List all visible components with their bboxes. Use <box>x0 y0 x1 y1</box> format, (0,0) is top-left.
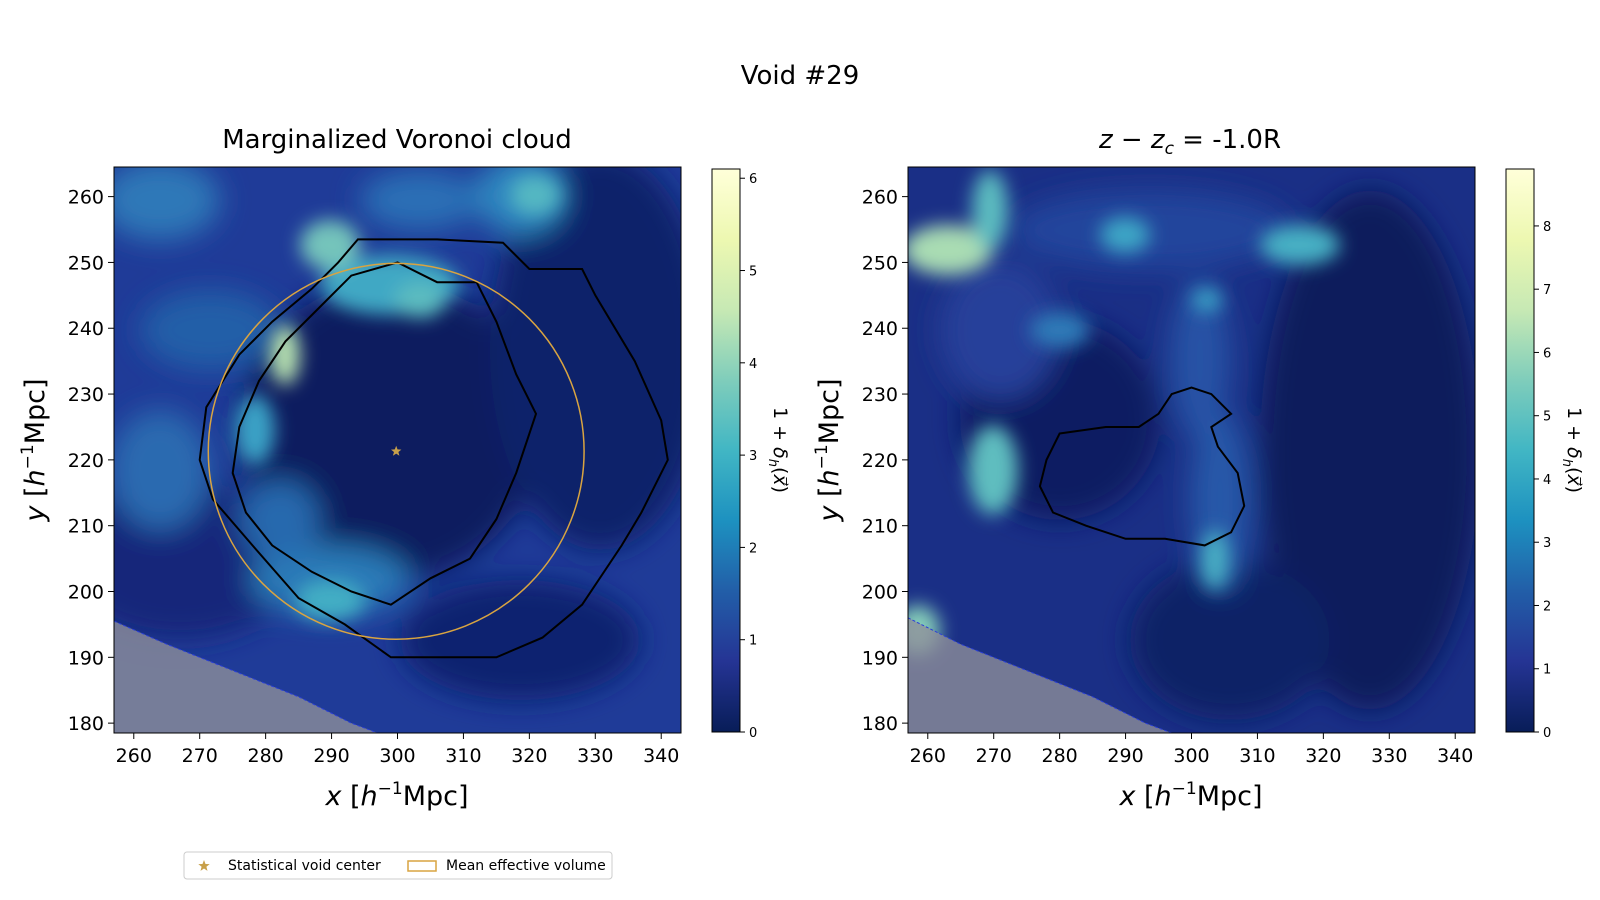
x-tick-label: 290 <box>1107 745 1143 767</box>
y-axis-label-left: y [h−1Mpc] <box>18 378 51 522</box>
y-tick-label: 240 <box>862 318 898 340</box>
legend-rect-icon <box>407 860 437 872</box>
x-tick-label: 310 <box>1239 745 1275 767</box>
x-tick-label: 340 <box>643 745 679 767</box>
colorbar-tick-label: 3 <box>1543 536 1551 551</box>
colorbar-label-left: 1 + δh(x⃗) <box>765 407 791 493</box>
legend-label-volume: Mean effective volume <box>446 858 606 874</box>
heatmap-right <box>908 167 1475 733</box>
y-tick-label: 230 <box>68 384 104 406</box>
y-axis-label-right: y [h−1Mpc] <box>812 378 845 522</box>
colorbar-ticks-left: 0 1 2 3 4 5 6 <box>740 172 757 741</box>
x-tick-label: 270 <box>976 745 1012 767</box>
colorbar-tick-label: 2 <box>749 541 757 556</box>
y-tick-label: 180 <box>68 713 104 735</box>
void-slice-contour <box>1038 386 1246 547</box>
colorbar-tick-label: 7 <box>1543 283 1551 298</box>
x-tick-label: 330 <box>577 745 613 767</box>
y-tick-label: 250 <box>862 252 898 274</box>
y-tick-label: 240 <box>68 318 104 340</box>
panel-left: Marginalized Voronoi cloud <box>18 125 791 812</box>
statistical-void-center-marker <box>391 445 402 456</box>
y-tick-label: 210 <box>68 516 104 538</box>
colorbar-tick-label: 3 <box>749 449 757 464</box>
x-axis-label-left: x [h−1Mpc] <box>324 779 468 812</box>
heatmap-left <box>114 167 681 733</box>
masked-region-edge-right <box>908 617 1172 733</box>
panel-left-title: Marginalized Voronoi cloud <box>222 125 572 155</box>
colorbar-tick-label: 5 <box>1543 410 1551 425</box>
x-tick-label: 330 <box>1371 745 1407 767</box>
panel-right-title: z − zc = -1.0R <box>1098 125 1281 159</box>
y-tick-label: 260 <box>68 187 104 209</box>
panel-right: z − zc = -1.0R <box>812 125 1585 812</box>
x-tick-label: 300 <box>379 745 415 767</box>
colorbar-tick-label: 4 <box>1543 473 1551 488</box>
x-tick-label: 280 <box>1042 745 1078 767</box>
x-tick-label: 280 <box>248 745 284 767</box>
legend: Statistical void center Mean effective v… <box>183 851 613 880</box>
colorbar-right <box>1506 169 1534 732</box>
masked-region-left <box>114 621 378 733</box>
x-tick-label: 300 <box>1173 745 1209 767</box>
colorbar-tick-label: 1 <box>1543 663 1551 678</box>
x-axis-right: 260 270 280 290 300 310 320 330 340 <box>910 733 1473 767</box>
y-tick-label: 190 <box>862 647 898 669</box>
colorbar-tick-label: 6 <box>1543 346 1551 361</box>
y-tick-label: 200 <box>68 582 104 604</box>
x-tick-label: 310 <box>445 745 481 767</box>
masked-region-edge-left <box>114 620 378 733</box>
y-tick-label: 210 <box>862 516 898 538</box>
x-tick-label: 320 <box>1305 745 1341 767</box>
y-tick-label: 190 <box>68 647 104 669</box>
y-tick-label: 220 <box>862 450 898 472</box>
y-tick-label: 180 <box>862 713 898 735</box>
y-tick-label: 230 <box>862 384 898 406</box>
x-axis-label-right: x [h−1Mpc] <box>1118 779 1262 812</box>
colorbar-tick-label: 0 <box>749 726 757 741</box>
x-axis-left: 260 270 280 290 300 310 320 330 340 <box>116 733 679 767</box>
colorbar-label-right: 1 + δh(x⃗) <box>1559 407 1585 493</box>
y-tick-label: 200 <box>862 582 898 604</box>
colorbar-tick-label: 4 <box>749 357 757 372</box>
y-tick-label: 220 <box>68 450 104 472</box>
colorbar-tick-label: 2 <box>1543 599 1551 614</box>
outer-void-contour <box>198 238 669 659</box>
colorbar-tick-label: 8 <box>1543 220 1551 235</box>
x-tick-label: 270 <box>182 745 218 767</box>
legend-star-icon <box>198 860 210 871</box>
y-axis-right: 180 190 200 210 220 230 240 250 260 <box>862 187 908 735</box>
colorbar-tick-label: 6 <box>749 172 757 187</box>
y-axis-left: 180 190 200 210 220 230 240 250 260 <box>68 187 114 735</box>
y-tick-label: 260 <box>862 187 898 209</box>
masked-region-right <box>908 617 1172 733</box>
colorbar-ticks-right: 0 1 2 3 4 5 6 7 8 <box>1534 220 1551 741</box>
x-tick-label: 260 <box>910 745 946 767</box>
legend-label-center: Statistical void center <box>228 858 381 874</box>
x-tick-label: 260 <box>116 745 152 767</box>
colorbar-tick-label: 0 <box>1543 726 1551 741</box>
colorbar-tick-label: 1 <box>749 634 757 649</box>
x-tick-label: 340 <box>1437 745 1473 767</box>
x-tick-label: 290 <box>313 745 349 767</box>
colorbar-left <box>712 169 740 732</box>
colorbar-tick-label: 5 <box>749 265 757 280</box>
x-tick-label: 320 <box>511 745 547 767</box>
mean-effective-volume-circle <box>207 262 585 640</box>
y-tick-label: 250 <box>68 252 104 274</box>
inner-void-contour <box>231 261 538 606</box>
figure-title: Void #29 <box>741 61 860 91</box>
